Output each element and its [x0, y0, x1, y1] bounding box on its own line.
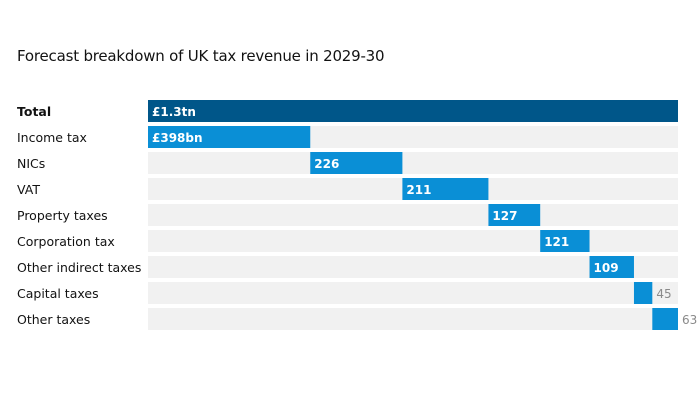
- bar-track: [148, 152, 678, 174]
- bar-track: [148, 282, 678, 304]
- data-label: 127: [492, 209, 517, 223]
- category-label: Property taxes: [17, 208, 108, 223]
- category-label: NICs: [17, 156, 45, 171]
- bar: [540, 230, 590, 252]
- chart-title: Forecast breakdown of UK tax revenue in …: [17, 47, 385, 65]
- category-label: Other indirect taxes: [17, 260, 141, 275]
- data-label: 45: [656, 287, 671, 301]
- category-label: VAT: [17, 182, 40, 197]
- bar: [148, 100, 678, 122]
- bar: [589, 256, 634, 278]
- category-label: Other taxes: [17, 312, 90, 327]
- category-label: Capital taxes: [17, 286, 99, 301]
- bar-track: [148, 230, 678, 252]
- category-label: Total: [17, 104, 51, 119]
- bar: [633, 282, 653, 304]
- data-label: £1.3tn: [152, 105, 196, 119]
- bar-track: [148, 308, 678, 330]
- bar-track: [148, 204, 678, 226]
- bar: [148, 126, 311, 148]
- category-label: Corporation tax: [17, 234, 115, 249]
- bar: [488, 204, 541, 226]
- bar: [652, 308, 678, 330]
- bar: [310, 152, 403, 174]
- bar: [402, 178, 489, 200]
- data-label: 63: [682, 313, 697, 327]
- data-label: 109: [594, 261, 619, 275]
- data-label: 211: [406, 183, 431, 197]
- bar-track: [148, 256, 678, 278]
- category-label: Income tax: [17, 130, 87, 145]
- data-label: £398bn: [152, 131, 203, 145]
- data-label: 226: [314, 157, 339, 171]
- data-label: 121: [544, 235, 569, 249]
